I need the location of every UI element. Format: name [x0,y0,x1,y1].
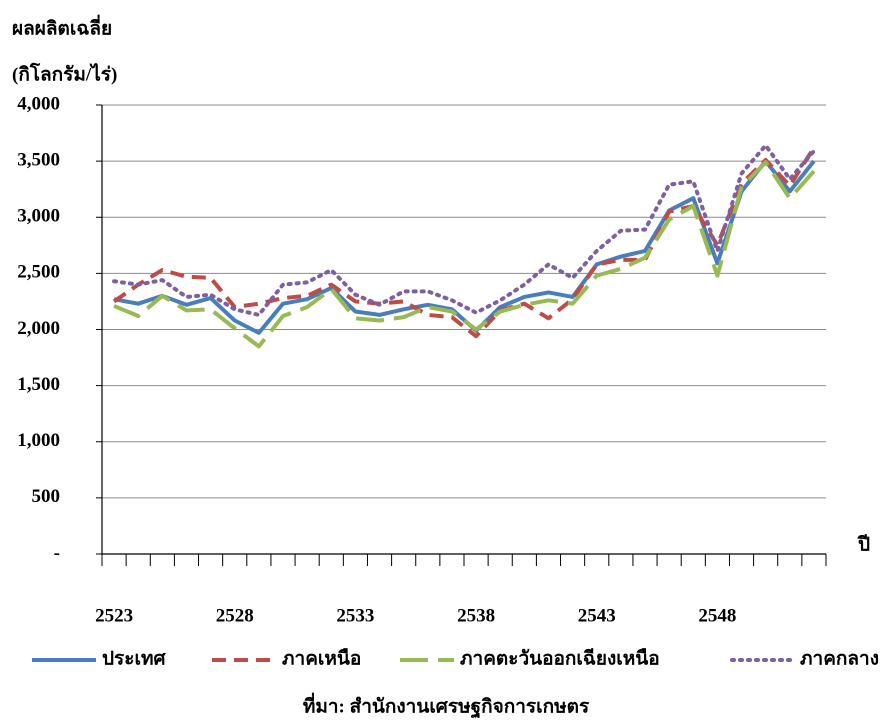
y-tick-label: 2,500 [17,262,60,283]
legend-label: ภาคกลาง [800,648,879,669]
x-tick-label: 2528 [216,605,254,626]
y-tick-label: 1,500 [17,374,60,395]
y-tick-label: - [54,542,60,563]
y-tick-label: 4,000 [17,93,60,114]
legend-label: ภาคเหนือ [282,647,361,669]
y-tick-label: 2,000 [17,318,60,339]
x-tick-label: 2548 [698,605,736,626]
y-tick-label: 1,000 [17,430,60,451]
y-tick-label: 3,500 [17,149,60,170]
legend-label: ภาคตะวันออกเฉียงเหนือ [460,647,660,669]
y-axis-title: ผลผลิตเฉลี่ย [12,14,112,39]
y-tick-label: 500 [32,486,61,507]
y-axis-title: (กิโลกรัม/ไร่) [12,62,117,85]
y-tick-label: 3,000 [17,206,60,227]
x-tick-label: 2543 [578,605,616,626]
x-axis-title: ปี [857,533,870,555]
source-note: ที่มา: สำนักงานเศรษฐกิจการเกษตร [303,692,590,719]
x-tick-label: 2538 [457,605,495,626]
page: ผลผลิตเฉลี่ย (กิโลกรัม/ไร่) ปี ที่มา: สำ… [0,0,892,726]
x-tick-label: 2523 [95,605,133,626]
x-tick-label: 2533 [336,605,374,626]
legend-label: ประเทศ [102,648,166,669]
chart: ผลผลิตเฉลี่ย (กิโลกรัม/ไร่) ปี ที่มา: สำ… [0,0,892,726]
